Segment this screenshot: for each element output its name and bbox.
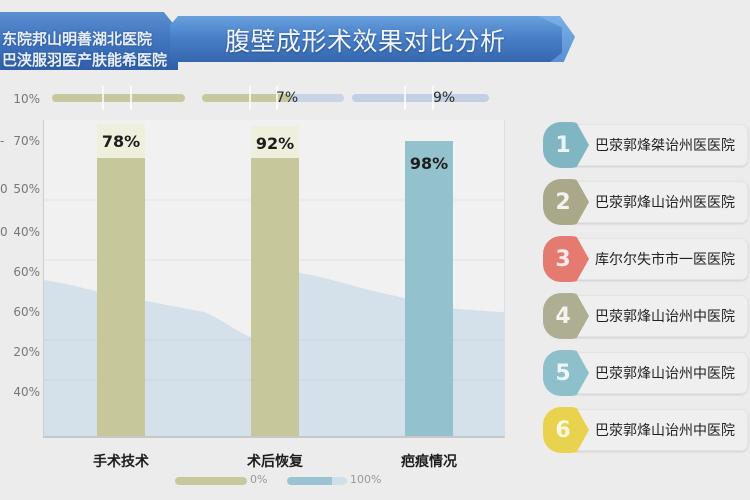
list-card: [571, 352, 748, 394]
hospital-name: 巴荥郭烽山诒州中医院: [595, 366, 735, 382]
hospital-name: 巴荥郭烽山诒州医医院: [595, 195, 735, 211]
slider-tick: [249, 86, 251, 110]
top-slider-3[interactable]: [352, 86, 489, 110]
slider-2-value: 7%: [276, 90, 299, 106]
hospital-banner: 东院邦山明善湖北医院 巴浃服羽医产肤能希医院: [0, 12, 178, 70]
hospital-list-item[interactable]: 1 巴荥郭烽桀诒州医医院: [543, 122, 748, 168]
list-card: [571, 124, 748, 166]
y-tick: 60%: [13, 305, 40, 319]
x-category-label: 疤痕情况: [401, 454, 457, 470]
y-tick: 40%: [13, 225, 40, 239]
x-category-label: 手术技术: [93, 454, 149, 470]
slider-tick: [404, 86, 406, 110]
hospital-name-line2: 巴浃服羽医产肤能希医院: [2, 51, 168, 69]
y-tick-stub: -: [0, 134, 5, 148]
list-card: [571, 295, 748, 337]
bar-scar-condition[interactable]: [405, 141, 453, 436]
legend-label-1: 100%: [350, 473, 382, 486]
list-card: [571, 238, 748, 280]
y-tick: 50%: [13, 182, 40, 196]
y-tick: 40%: [13, 385, 40, 399]
page-title: 腹壁成形术效果对比分析: [225, 27, 506, 56]
hospital-list-item[interactable]: 2 巴荥郭烽山诒州医医院: [543, 179, 748, 225]
title-banner: 腹壁成形术效果对比分析: [170, 16, 562, 62]
y-tick-stub: 0: [0, 225, 8, 239]
top-slider-1[interactable]: [52, 86, 185, 110]
slider-tick: [130, 86, 132, 110]
list-card: [571, 409, 748, 451]
y-tick: 10%: [13, 92, 40, 106]
y-tick: 20%: [13, 345, 40, 359]
hospital-list-item[interactable]: 4 巴荥郭烽山诒州中医院: [543, 293, 748, 339]
bar-value-label: 92%: [255, 134, 295, 153]
hospital-name: 巴荥郭烽山诒州中医院: [595, 423, 735, 439]
slider-tick: [102, 86, 104, 110]
y-tick: 70%: [13, 134, 40, 148]
hospital-list-item[interactable]: 6 巴荥郭烽山诒州中医院: [543, 407, 748, 453]
hospital-list-item[interactable]: 3 库尔尔失市市一医医院: [543, 236, 748, 282]
bar-value-cap: [97, 124, 145, 160]
hospital-name: 库尔尔失市市一医医院: [595, 252, 735, 268]
list-card: [571, 181, 748, 223]
bar-surgical-technique[interactable]: [97, 158, 145, 436]
hospital-name: 巴荥郭烽山诒州中医院: [595, 309, 735, 325]
slider-tick: [432, 86, 434, 110]
hospital-name-line1: 东院邦山明善湖北医院: [2, 30, 153, 48]
bar-value-label: 78%: [101, 132, 141, 151]
top-slider-2[interactable]: [202, 86, 344, 110]
legend-swatch-0: [175, 477, 247, 485]
legend-label-0: 0%: [250, 473, 268, 486]
y-tick-stub: 0: [0, 182, 8, 196]
bar-value-cap: [251, 126, 299, 162]
legend-swatch-1: [287, 477, 347, 485]
slider-3-value: 9%: [433, 90, 456, 106]
slider-tick: [276, 86, 278, 110]
bar-recovery[interactable]: [251, 158, 299, 436]
y-tick: 60%: [13, 265, 40, 279]
bar-value-label: 98%: [409, 154, 449, 173]
bar-chart: 78% 92% 98%: [43, 120, 505, 438]
hospital-list-item[interactable]: 5 巴荥郭烽山诒州中医院: [543, 350, 748, 396]
x-category-label: 术后恢复: [247, 454, 303, 470]
hospital-name: 巴荥郭烽桀诒州医医院: [595, 138, 735, 154]
